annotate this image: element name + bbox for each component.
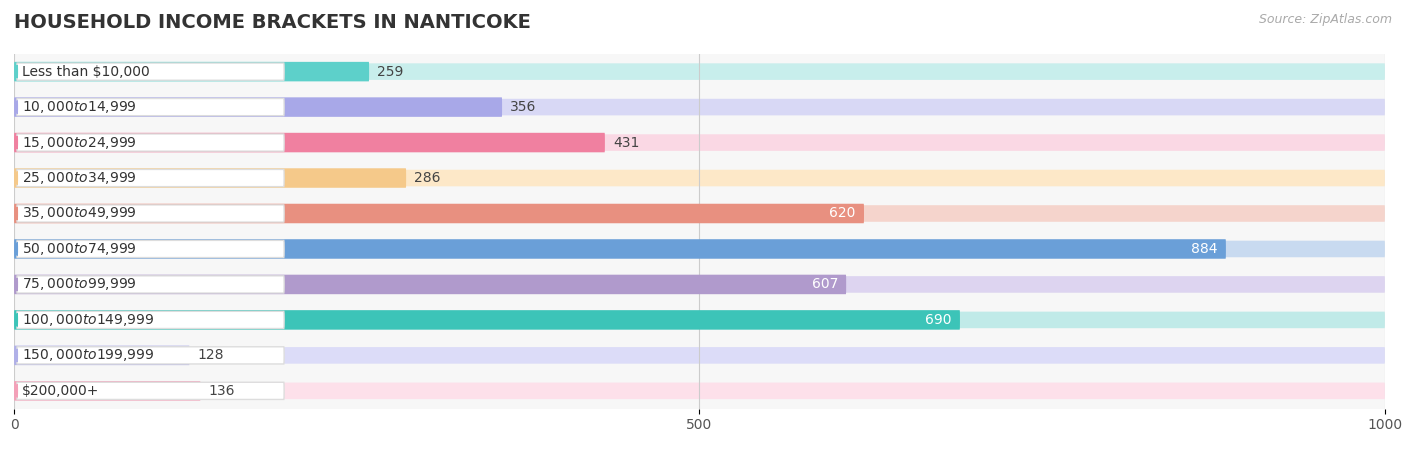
Bar — [14, 231, 1385, 267]
FancyBboxPatch shape — [17, 98, 284, 116]
Bar — [14, 373, 1385, 409]
FancyBboxPatch shape — [14, 134, 1385, 151]
FancyBboxPatch shape — [14, 310, 960, 330]
FancyBboxPatch shape — [14, 204, 863, 223]
FancyBboxPatch shape — [14, 347, 1385, 364]
Text: 431: 431 — [613, 136, 640, 150]
FancyBboxPatch shape — [14, 63, 1385, 80]
FancyBboxPatch shape — [17, 63, 284, 80]
Text: $150,000 to $199,999: $150,000 to $199,999 — [21, 348, 155, 363]
FancyBboxPatch shape — [17, 134, 284, 151]
Text: $200,000+: $200,000+ — [21, 384, 98, 398]
Text: $100,000 to $149,999: $100,000 to $149,999 — [21, 312, 155, 328]
FancyBboxPatch shape — [14, 99, 1385, 115]
Text: $25,000 to $34,999: $25,000 to $34,999 — [21, 170, 136, 186]
Text: $15,000 to $24,999: $15,000 to $24,999 — [21, 135, 136, 150]
Text: Source: ZipAtlas.com: Source: ZipAtlas.com — [1258, 13, 1392, 26]
Text: 136: 136 — [208, 384, 235, 398]
FancyBboxPatch shape — [14, 97, 502, 117]
Text: HOUSEHOLD INCOME BRACKETS IN NANTICOKE: HOUSEHOLD INCOME BRACKETS IN NANTICOKE — [14, 13, 531, 32]
Text: 286: 286 — [415, 171, 441, 185]
FancyBboxPatch shape — [14, 205, 1385, 222]
Bar — [14, 338, 1385, 373]
FancyBboxPatch shape — [14, 241, 1385, 257]
Text: 620: 620 — [830, 207, 856, 220]
FancyBboxPatch shape — [17, 311, 284, 329]
FancyBboxPatch shape — [17, 240, 284, 258]
Text: $50,000 to $74,999: $50,000 to $74,999 — [21, 241, 136, 257]
Bar — [14, 302, 1385, 338]
FancyBboxPatch shape — [14, 133, 605, 152]
Text: $75,000 to $99,999: $75,000 to $99,999 — [21, 277, 136, 292]
Bar — [14, 160, 1385, 196]
Text: 690: 690 — [925, 313, 952, 327]
Bar — [14, 196, 1385, 231]
FancyBboxPatch shape — [17, 347, 284, 364]
FancyBboxPatch shape — [17, 382, 284, 400]
Text: 884: 884 — [1191, 242, 1218, 256]
FancyBboxPatch shape — [14, 346, 190, 365]
Text: $35,000 to $49,999: $35,000 to $49,999 — [21, 206, 136, 221]
FancyBboxPatch shape — [17, 169, 284, 187]
Bar — [14, 267, 1385, 302]
FancyBboxPatch shape — [17, 276, 284, 293]
FancyBboxPatch shape — [14, 239, 1226, 259]
FancyBboxPatch shape — [14, 168, 406, 188]
Text: $10,000 to $14,999: $10,000 to $14,999 — [21, 99, 136, 115]
FancyBboxPatch shape — [14, 170, 1385, 186]
Bar — [14, 54, 1385, 89]
FancyBboxPatch shape — [14, 276, 1385, 293]
FancyBboxPatch shape — [14, 383, 1385, 399]
Text: 356: 356 — [510, 100, 537, 114]
FancyBboxPatch shape — [14, 62, 370, 81]
FancyBboxPatch shape — [14, 275, 846, 294]
FancyBboxPatch shape — [17, 205, 284, 222]
FancyBboxPatch shape — [14, 312, 1385, 328]
Text: 128: 128 — [198, 348, 224, 362]
Bar — [14, 89, 1385, 125]
Text: 607: 607 — [811, 277, 838, 291]
Text: 259: 259 — [377, 65, 404, 79]
Bar — [14, 125, 1385, 160]
Text: Less than $10,000: Less than $10,000 — [21, 65, 149, 79]
FancyBboxPatch shape — [14, 381, 201, 401]
